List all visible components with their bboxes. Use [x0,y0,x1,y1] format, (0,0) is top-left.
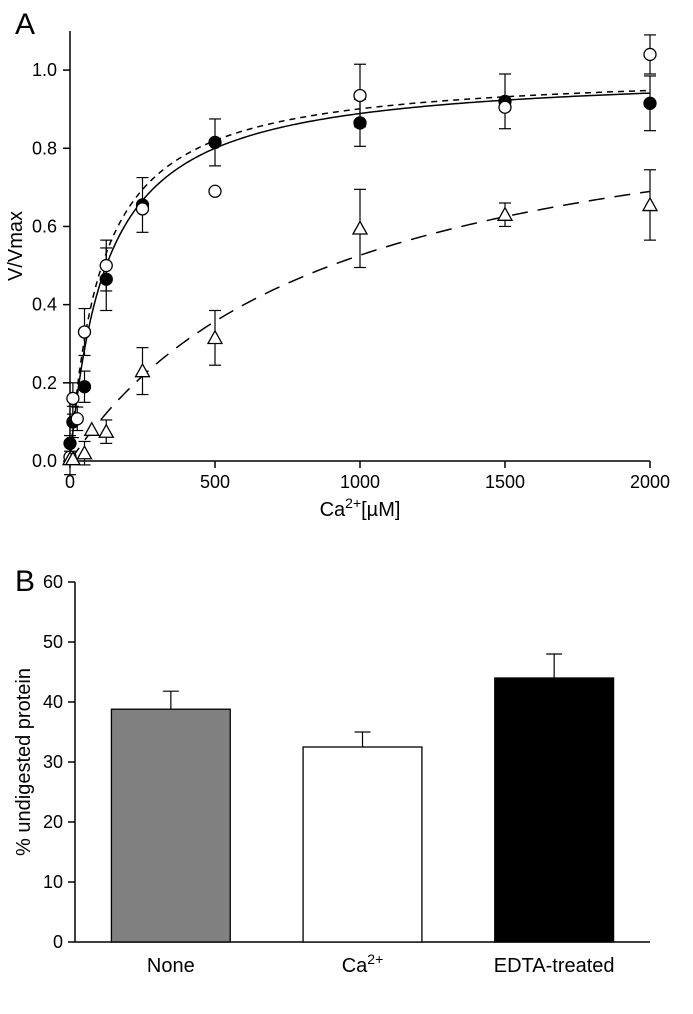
svg-text:60: 60 [43,572,63,592]
bar-label-0: None [147,955,195,977]
bar-label-2: EDTA-treated [494,955,615,977]
panel-b-chart: 0 10 20 30 40 50 60 % undigested protein None Ca2… [0,0,693,1014]
svg-text:40: 40 [43,692,63,712]
panel-a-label: A [15,8,35,42]
bar-label-1: Ca2+ [342,951,384,977]
bar-1 [303,747,422,942]
svg-text:20: 20 [43,812,63,832]
svg-text:0: 0 [53,932,63,952]
svg-text:50: 50 [43,632,63,652]
panel-b-label: B [15,565,35,599]
bar-2 [495,678,614,942]
svg-text:10: 10 [43,872,63,892]
panel-b-ylabel: % undigested protein [13,668,35,856]
bar-0 [111,709,230,942]
svg-text:30: 30 [43,752,63,772]
